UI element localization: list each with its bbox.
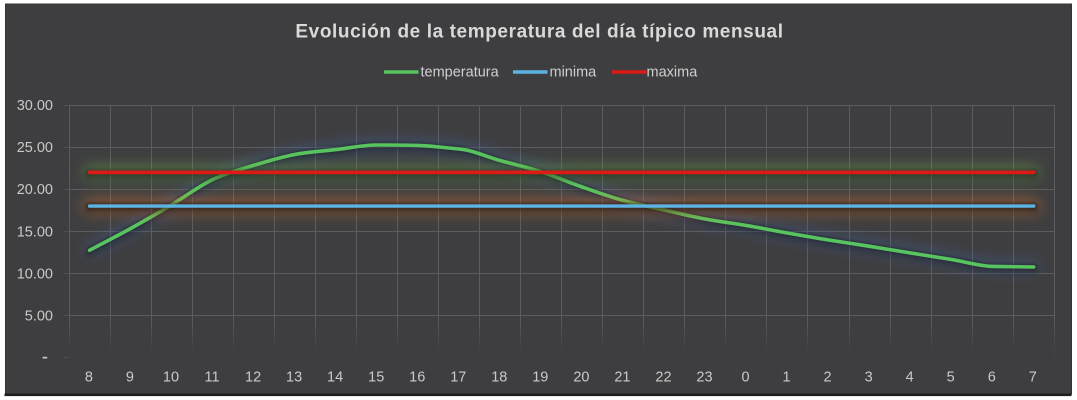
svg-text:1: 1	[783, 370, 791, 386]
svg-text:16: 16	[409, 370, 425, 386]
svg-text:3: 3	[865, 370, 873, 386]
svg-text:15: 15	[368, 370, 384, 386]
svg-text:17: 17	[450, 370, 466, 386]
svg-text:Evolución de la temperatura de: Evolución de la temperatura del día típi…	[295, 21, 783, 42]
svg-text:14: 14	[327, 370, 343, 386]
svg-text:9: 9	[126, 370, 134, 386]
svg-text:5.00: 5.00	[25, 308, 53, 324]
svg-text:13: 13	[286, 370, 302, 386]
svg-text:25.00: 25.00	[17, 140, 53, 156]
svg-text:7: 7	[1029, 370, 1037, 386]
svg-text:23: 23	[696, 370, 712, 386]
svg-text:22: 22	[655, 370, 671, 386]
svg-text:5: 5	[947, 370, 955, 386]
svg-text:2: 2	[824, 370, 832, 386]
svg-text:15.00: 15.00	[17, 224, 53, 240]
svg-text:19: 19	[532, 370, 548, 386]
svg-text:4: 4	[906, 370, 914, 386]
svg-text:30.00: 30.00	[17, 98, 53, 114]
svg-text:10.00: 10.00	[17, 266, 53, 282]
svg-text:minima: minima	[550, 65, 598, 81]
svg-text:21: 21	[614, 370, 630, 386]
svg-text:10: 10	[163, 370, 179, 386]
svg-text:maxima: maxima	[647, 65, 699, 81]
svg-text:8: 8	[85, 370, 93, 386]
svg-text:20: 20	[573, 370, 589, 386]
svg-text:0: 0	[741, 370, 749, 386]
svg-text:temperatura: temperatura	[421, 65, 500, 81]
svg-text:12: 12	[245, 370, 261, 386]
svg-text:20.00: 20.00	[17, 182, 53, 198]
svg-text:11: 11	[204, 370, 219, 386]
svg-text:18: 18	[491, 370, 507, 386]
svg-text:6: 6	[988, 370, 996, 386]
